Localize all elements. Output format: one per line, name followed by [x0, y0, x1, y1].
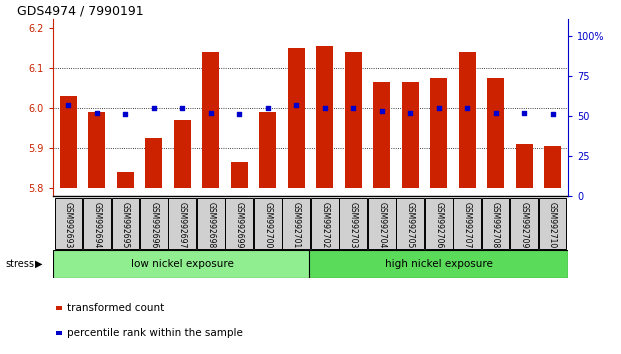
- FancyBboxPatch shape: [339, 198, 367, 249]
- Text: GSM992693: GSM992693: [64, 202, 73, 248]
- FancyBboxPatch shape: [283, 198, 310, 249]
- Text: percentile rank within the sample: percentile rank within the sample: [67, 328, 243, 338]
- Text: GSM992710: GSM992710: [548, 202, 557, 248]
- Text: GDS4974 / 7990191: GDS4974 / 7990191: [17, 5, 143, 18]
- Bar: [430, 78, 447, 188]
- Point: [433, 105, 443, 111]
- Text: GSM992704: GSM992704: [377, 202, 386, 248]
- FancyBboxPatch shape: [425, 198, 453, 249]
- Text: GSM992703: GSM992703: [349, 202, 358, 248]
- FancyBboxPatch shape: [140, 198, 168, 249]
- Point: [149, 105, 159, 111]
- FancyBboxPatch shape: [83, 198, 111, 249]
- FancyBboxPatch shape: [225, 198, 253, 249]
- Text: GSM992694: GSM992694: [93, 202, 101, 248]
- Point: [234, 112, 244, 117]
- Bar: [309, 250, 568, 278]
- Text: GSM992696: GSM992696: [150, 202, 158, 248]
- Text: GSM992708: GSM992708: [491, 202, 500, 248]
- FancyBboxPatch shape: [254, 198, 282, 249]
- Point: [92, 110, 102, 116]
- Bar: [174, 120, 191, 188]
- Text: GSM992702: GSM992702: [320, 202, 329, 248]
- FancyBboxPatch shape: [510, 198, 538, 249]
- Point: [519, 110, 529, 116]
- Text: GSM992706: GSM992706: [434, 202, 443, 248]
- Text: GSM992697: GSM992697: [178, 202, 187, 248]
- Bar: [458, 52, 476, 188]
- Text: transformed count: transformed count: [67, 303, 165, 313]
- Point: [63, 102, 73, 108]
- FancyBboxPatch shape: [197, 198, 225, 249]
- Point: [263, 105, 273, 111]
- FancyBboxPatch shape: [55, 198, 83, 249]
- Text: high nickel exposure: high nickel exposure: [384, 259, 492, 269]
- FancyBboxPatch shape: [311, 198, 338, 249]
- Bar: [145, 138, 163, 188]
- Bar: [515, 144, 533, 188]
- Bar: [88, 112, 106, 188]
- Bar: [373, 82, 390, 188]
- Bar: [60, 96, 77, 188]
- Bar: [288, 48, 305, 188]
- FancyBboxPatch shape: [168, 198, 196, 249]
- FancyBboxPatch shape: [482, 198, 509, 249]
- Bar: [345, 52, 362, 188]
- Point: [377, 108, 387, 114]
- Point: [405, 110, 415, 116]
- Text: low nickel exposure: low nickel exposure: [131, 259, 233, 269]
- Text: GSM992700: GSM992700: [263, 202, 272, 248]
- Text: GSM992701: GSM992701: [292, 202, 301, 248]
- Bar: [402, 82, 419, 188]
- Point: [320, 105, 330, 111]
- Point: [462, 105, 472, 111]
- FancyBboxPatch shape: [538, 198, 566, 249]
- FancyBboxPatch shape: [396, 198, 424, 249]
- Bar: [53, 250, 312, 278]
- Text: GSM992698: GSM992698: [206, 202, 215, 248]
- Point: [548, 112, 558, 117]
- Bar: [259, 112, 276, 188]
- FancyBboxPatch shape: [112, 198, 139, 249]
- Text: GSM992705: GSM992705: [406, 202, 415, 248]
- Point: [206, 110, 216, 116]
- Text: GSM992695: GSM992695: [121, 202, 130, 248]
- Bar: [544, 146, 561, 188]
- FancyBboxPatch shape: [368, 198, 396, 249]
- Bar: [316, 46, 333, 188]
- Point: [348, 105, 358, 111]
- Bar: [117, 172, 134, 188]
- Point: [178, 105, 188, 111]
- Text: GSM992707: GSM992707: [463, 202, 471, 248]
- FancyBboxPatch shape: [453, 198, 481, 249]
- Text: ▶: ▶: [35, 259, 43, 269]
- Text: GSM992699: GSM992699: [235, 202, 244, 248]
- Point: [120, 112, 130, 117]
- Point: [491, 110, 501, 116]
- Bar: [487, 78, 504, 188]
- Bar: [231, 162, 248, 188]
- Text: GSM992709: GSM992709: [520, 202, 528, 248]
- Bar: [202, 52, 219, 188]
- Text: stress: stress: [5, 259, 34, 269]
- Point: [291, 102, 301, 108]
